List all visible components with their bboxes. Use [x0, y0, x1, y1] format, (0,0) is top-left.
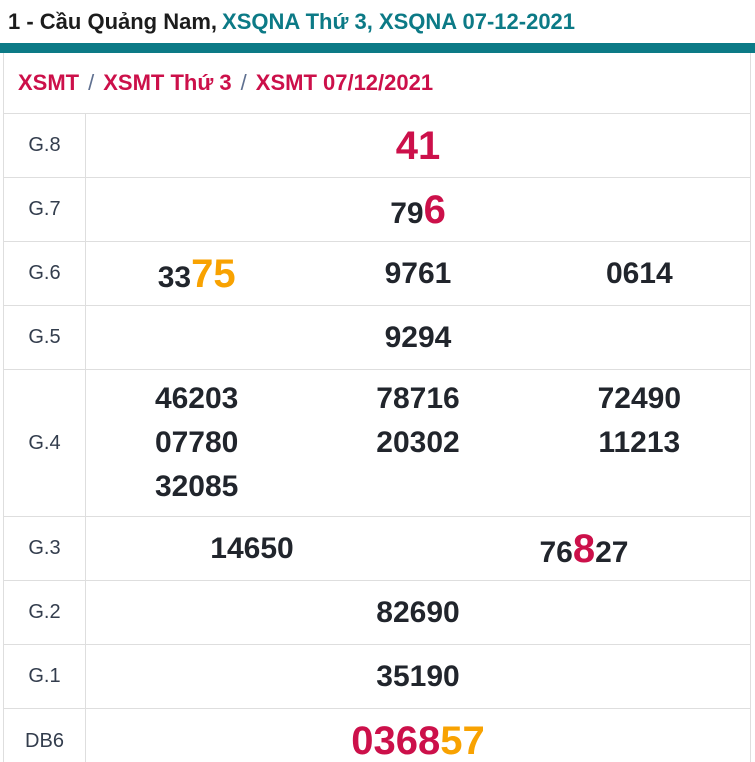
digit-segment: 76: [539, 535, 573, 569]
prize-number: 036857: [86, 719, 750, 762]
digit-segment: 41: [395, 123, 441, 168]
prize-number: 14650: [86, 527, 418, 571]
prize-values: 46203 78716 72490 07780 20302 11213 32085: [86, 370, 750, 516]
digit-segment: 20302: [376, 426, 460, 459]
digit-segment: 57: [440, 719, 485, 762]
prize-values: 41: [86, 114, 750, 177]
digit-segment: 8: [572, 526, 596, 571]
prize-label: G.3: [4, 517, 86, 580]
table-row: G.4 46203 78716 72490 07780 20302 11213 32085: [4, 370, 750, 517]
prize-number: 20302: [307, 421, 528, 465]
prize-values: 796: [86, 178, 750, 241]
breadcrumb-link[interactable]: XSMT 07/12/2021: [255, 70, 434, 95]
digit-segment: 78716: [376, 382, 460, 415]
digit-segment: 82690: [376, 595, 460, 629]
prize-label: G.5: [4, 306, 86, 369]
table-row: G.6 3375 9761 0614: [4, 242, 750, 306]
prize-values: 3375 9761 0614: [86, 242, 750, 305]
prize-number: 9761: [307, 252, 528, 296]
prize-label: G.8: [4, 114, 86, 177]
digit-segment: 9761: [384, 256, 452, 290]
results-table: G.8 41 G.7 796 G.6 3375 9761 0614 G.5 9294 G.4 4620…: [4, 114, 750, 762]
prize-label: G.4: [4, 370, 86, 516]
prize-number: 35190: [86, 655, 750, 699]
digit-segment: 14650: [210, 531, 294, 565]
digit-segment: 0368: [351, 719, 441, 762]
page-title-main: 1 - Cầu Quảng Nam,: [8, 9, 218, 34]
prize-number: 3375: [86, 252, 307, 296]
prize-number: 46203: [86, 377, 307, 421]
prize-values: 35190: [86, 645, 750, 708]
prize-values: 9294: [86, 306, 750, 369]
prize-number: 32085: [86, 465, 307, 509]
digit-segment: 0614: [605, 256, 673, 290]
prize-number: 0614: [529, 252, 750, 296]
digit-segment: 46203: [154, 382, 239, 415]
table-row: G.8 41: [4, 114, 750, 178]
prize-number: 72490: [529, 377, 750, 421]
digit-segment: 27: [595, 535, 629, 569]
table-row: G.7 796: [4, 178, 750, 242]
teal-divider: [0, 43, 755, 53]
digit-segment: 72490: [597, 382, 682, 415]
table-row: G.1 35190: [4, 645, 750, 709]
prize-number: 76827: [418, 527, 750, 571]
prize-number: 07780: [86, 421, 307, 465]
prize-label: DB6: [4, 709, 86, 762]
breadcrumb: XSMT / XSMT Thứ 3 / XSMT 07/12/2021: [4, 53, 750, 114]
breadcrumb-separator: /: [88, 70, 95, 95]
results-panel: XSMT / XSMT Thứ 3 / XSMT 07/12/2021 G.8 41 G.7…: [3, 53, 751, 762]
prize-values: 82690: [86, 581, 750, 644]
table-row: G.3 14650 76827: [4, 517, 750, 581]
table-row: G.5 9294: [4, 306, 750, 370]
digit-segment: 35190: [376, 659, 460, 693]
table-row: DB6 036857: [4, 709, 750, 762]
prize-values: 14650 76827: [86, 517, 750, 580]
prize-label: G.7: [4, 178, 86, 241]
prize-number: 82690: [86, 591, 750, 635]
prize-label: G.1: [4, 645, 86, 708]
prize-number: 9294: [86, 316, 750, 360]
page-title: 1 - Cầu Quảng Nam, XSQNA Thứ 3, XSQNA 07-…: [0, 0, 755, 36]
breadcrumb-separator: /: [240, 70, 247, 95]
page-title-highlight: XSQNA Thứ 3, XSQNA 07-12-2021: [222, 9, 576, 34]
prize-number: 796: [86, 188, 750, 232]
digit-segment: 32085: [154, 470, 239, 503]
digit-segment: 07780: [154, 426, 239, 459]
digit-segment: 6: [423, 187, 446, 232]
prize-label: G.2: [4, 581, 86, 644]
prize-label: G.6: [4, 242, 86, 305]
prize-values: 036857: [86, 709, 750, 762]
digit-segment: 9294: [384, 320, 452, 354]
prize-number: 41: [86, 124, 750, 168]
digit-segment: 79: [390, 196, 424, 230]
prize-number: 11213: [529, 421, 750, 465]
breadcrumb-link[interactable]: XSMT: [18, 70, 80, 95]
digit-segment: 11213: [598, 426, 681, 459]
table-row: G.2 82690: [4, 581, 750, 645]
breadcrumb-link[interactable]: XSMT Thứ 3: [103, 70, 232, 95]
digit-segment: 33: [157, 260, 192, 294]
prize-number: 78716: [307, 377, 528, 421]
digit-segment: 75: [191, 251, 236, 296]
